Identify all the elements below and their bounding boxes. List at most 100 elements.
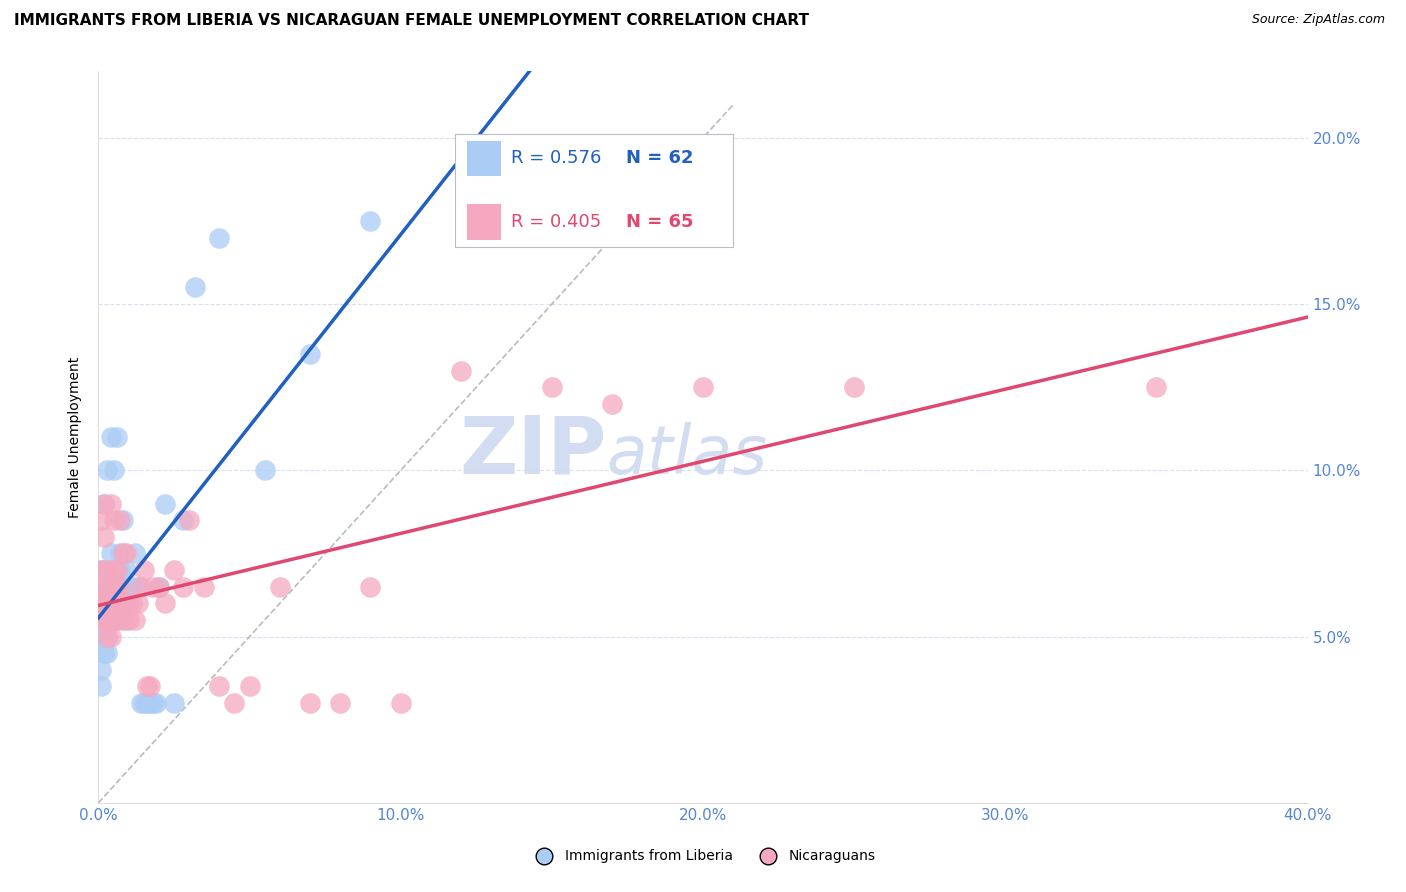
Point: [111, 513, 134, 527]
Text: N = 62: N = 62: [626, 149, 693, 168]
Point: [103, 463, 125, 477]
Point: [129, 696, 152, 710]
Point: [127, 596, 149, 610]
Point: [93, 596, 115, 610]
Point: [108, 546, 131, 560]
Point: [96, 596, 118, 610]
Point: [108, 580, 131, 594]
Point: [129, 580, 152, 594]
Point: [135, 696, 157, 710]
Point: [172, 580, 194, 594]
Point: [93, 613, 115, 627]
Point: [105, 580, 128, 594]
Point: [145, 696, 167, 710]
Point: [93, 580, 115, 594]
FancyBboxPatch shape: [467, 141, 501, 176]
Point: [100, 580, 122, 594]
Point: [148, 580, 170, 594]
Point: [93, 596, 115, 610]
Point: [111, 613, 134, 627]
Point: [105, 563, 128, 577]
Point: [90, 680, 112, 694]
Point: [96, 630, 118, 644]
Point: [96, 580, 118, 594]
Point: [114, 613, 136, 627]
Point: [103, 596, 125, 610]
Point: [96, 563, 118, 577]
Point: [844, 380, 866, 394]
Point: [111, 596, 134, 610]
Point: [103, 580, 125, 594]
Point: [103, 613, 125, 627]
Point: [121, 580, 143, 594]
Point: [93, 630, 115, 644]
FancyBboxPatch shape: [456, 134, 734, 247]
Point: [90, 663, 112, 677]
Point: [148, 580, 170, 594]
Text: R = 0.576: R = 0.576: [510, 149, 602, 168]
Point: [100, 596, 122, 610]
Point: [193, 580, 215, 594]
Point: [96, 563, 118, 577]
Point: [93, 530, 115, 544]
Point: [329, 696, 352, 710]
Point: [1144, 380, 1167, 394]
Point: [93, 613, 115, 627]
Point: [90, 563, 112, 577]
Point: [105, 430, 128, 444]
Point: [389, 696, 412, 710]
Point: [100, 497, 122, 511]
Point: [114, 546, 136, 560]
Point: [142, 696, 165, 710]
Point: [100, 563, 122, 577]
Point: [224, 696, 246, 710]
Point: [163, 696, 186, 710]
Point: [105, 613, 128, 627]
Point: [103, 513, 125, 527]
Point: [121, 596, 143, 610]
Point: [105, 596, 128, 610]
Point: [124, 613, 146, 627]
Point: [96, 613, 118, 627]
Text: atlas: atlas: [606, 423, 768, 488]
Point: [93, 646, 115, 660]
Point: [142, 580, 165, 594]
Point: [100, 613, 122, 627]
Point: [299, 696, 322, 710]
Point: [132, 696, 155, 710]
Point: [96, 630, 118, 644]
Point: [184, 280, 207, 294]
Point: [100, 630, 122, 644]
Text: ZIP: ZIP: [458, 413, 606, 491]
Point: [105, 563, 128, 577]
Point: [114, 596, 136, 610]
Point: [118, 613, 141, 627]
Point: [153, 497, 176, 511]
Point: [93, 497, 115, 511]
Point: [100, 580, 122, 594]
Y-axis label: Female Unemployment: Female Unemployment: [69, 357, 83, 517]
Point: [127, 580, 149, 594]
Point: [90, 613, 112, 627]
Point: [360, 580, 382, 594]
Point: [253, 463, 276, 477]
Point: [93, 563, 115, 577]
Point: [93, 580, 115, 594]
Point: [100, 613, 122, 627]
Point: [299, 347, 322, 361]
Point: [103, 580, 125, 594]
Point: [103, 563, 125, 577]
Point: [124, 546, 146, 560]
Point: [139, 680, 162, 694]
Point: [105, 613, 128, 627]
Point: [96, 646, 118, 660]
Point: [108, 513, 131, 527]
Point: [450, 363, 472, 377]
Text: Source: ZipAtlas.com: Source: ZipAtlas.com: [1251, 13, 1385, 27]
Point: [179, 513, 201, 527]
Point: [96, 463, 118, 477]
FancyBboxPatch shape: [467, 204, 501, 240]
Point: [96, 613, 118, 627]
Point: [100, 596, 122, 610]
Point: [172, 513, 194, 527]
